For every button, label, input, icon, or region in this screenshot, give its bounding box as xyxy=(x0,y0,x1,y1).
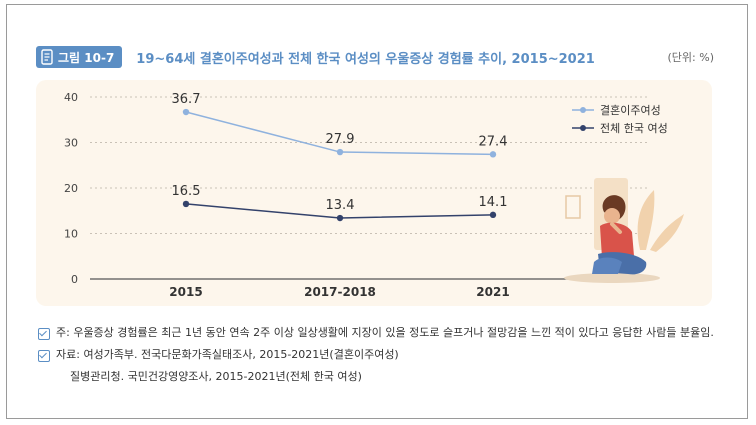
grid-lines xyxy=(90,96,650,280)
checkbox-icon xyxy=(38,328,50,340)
figure-badge: 그림 10-7 xyxy=(36,46,123,68)
note-text: 주: 우울증상 경험률은 최근 1년 동안 연속 2주 이상 일상생활에 지장이… xyxy=(56,326,714,339)
checkbox-icon xyxy=(38,350,50,362)
source-text-1: 자료: 여성가족부. 전국다문화가족실태조사, 2015-2021년(결혼이주여… xyxy=(56,348,399,361)
data-point xyxy=(489,211,497,219)
source-text-2: 질병관리청. 국민건강영양조사, 2015-2021년(전체 한국 여성) xyxy=(70,370,362,383)
legend-label-marriage-migrant: 결혼이주여성 xyxy=(600,104,661,117)
y-tick-labels: 0 10 20 30 40 xyxy=(64,91,78,286)
x-tick-labels: 2015 2017-2018 2021 xyxy=(169,285,509,299)
figure-frame xyxy=(6,4,748,419)
x-tick-label: 2015 xyxy=(169,285,202,299)
sad-woman-illustration xyxy=(564,178,684,283)
figure-number: 그림 10-7 xyxy=(58,50,115,65)
source-row: 자료: 여성가족부. 전국다문화가족실태조사, 2015-2021년(결혼이주여… xyxy=(38,344,714,366)
x-tick-label: 2017-2018 xyxy=(304,285,376,299)
data-point xyxy=(336,148,344,156)
data-label: 14.1 xyxy=(479,195,508,210)
source-row-2: 질병관리청. 국민건강영양조사, 2015-2021년(전체 한국 여성) xyxy=(38,366,714,388)
x-tick-label: 2021 xyxy=(476,285,509,299)
data-point xyxy=(182,108,190,116)
legend-item-korean-women: 전체 한국 여성 xyxy=(572,119,668,137)
data-label: 27.9 xyxy=(326,132,355,147)
legend-swatch-light xyxy=(572,107,594,113)
chart-legend: 결혼이주여성 전체 한국 여성 xyxy=(572,101,668,137)
y-tick-label: 20 xyxy=(64,182,78,195)
note-row: 주: 우울증상 경험률은 최근 1년 동안 연속 2주 이상 일상생활에 지장이… xyxy=(38,322,714,344)
data-label: 27.4 xyxy=(479,134,508,149)
figure-title: 19~64세 결혼이주여성과 전체 한국 여성의 우울증상 경험률 추이, 20… xyxy=(136,51,595,67)
data-point xyxy=(336,214,344,222)
series-lines: 36.7 27.9 27.4 16.5 13.4 14.1 xyxy=(172,92,508,222)
y-tick-label: 10 xyxy=(64,228,78,241)
figure-notes: 주: 우울증상 경험률은 최근 1년 동안 연속 2주 이상 일상생활에 지장이… xyxy=(38,322,714,388)
y-tick-label: 40 xyxy=(64,91,78,104)
data-label: 16.5 xyxy=(172,184,201,199)
y-tick-label: 0 xyxy=(71,273,78,286)
legend-label-korean-women: 전체 한국 여성 xyxy=(600,122,668,135)
legend-swatch-dark xyxy=(572,125,594,131)
legend-item-marriage-migrant: 결혼이주여성 xyxy=(572,101,668,119)
data-point xyxy=(489,151,497,158)
data-point xyxy=(182,200,190,208)
y-tick-label: 30 xyxy=(64,137,78,150)
data-label: 13.4 xyxy=(326,198,355,213)
unit-label: (단위: %) xyxy=(667,51,714,64)
figure-header: 그림 10-7 19~64세 결혼이주여성과 전체 한국 여성의 우울증상 경험… xyxy=(36,46,595,68)
data-label: 36.7 xyxy=(172,92,201,107)
document-icon xyxy=(41,49,53,65)
